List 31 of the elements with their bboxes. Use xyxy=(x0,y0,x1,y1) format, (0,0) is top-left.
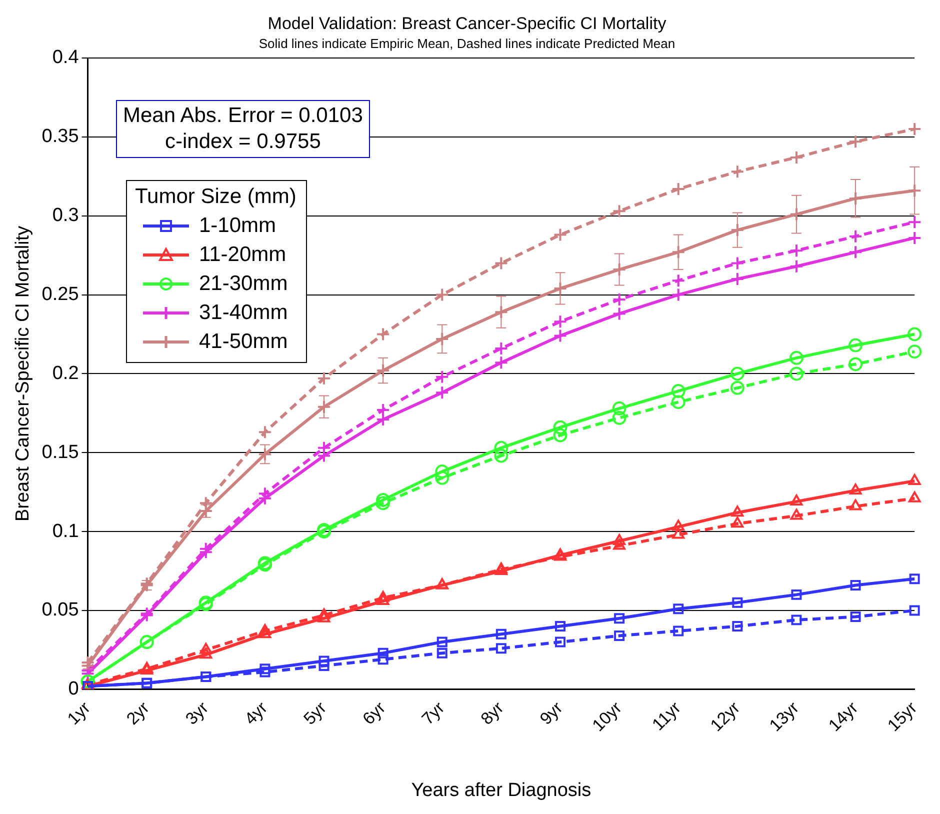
x-tick-label: 5yr xyxy=(300,698,330,728)
y-tick-label: 0.15 xyxy=(42,442,79,463)
chart-title: Model Validation: Breast Cancer-Specific CI Mortality xyxy=(268,14,667,33)
legend-label: 31-40mm xyxy=(199,300,288,324)
legend-title: Tumor Size (mm) xyxy=(135,185,296,209)
x-tick-label: 6yr xyxy=(359,698,390,728)
x-tick-label: 2yr xyxy=(122,698,154,728)
x-tick-label: 4yr xyxy=(240,698,272,728)
y-tick-label: 0.35 xyxy=(42,126,79,148)
legend-label: 21-30mm xyxy=(199,272,288,296)
y-tick-label: 0.2 xyxy=(52,362,79,384)
x-tick-label: 1yr xyxy=(64,698,94,728)
x-tick-label: 3yr xyxy=(182,698,212,728)
y-tick-label: 0.25 xyxy=(42,284,79,306)
y-tick-label: 0.05 xyxy=(42,600,79,621)
legend-label: 11-20mm xyxy=(199,242,286,266)
annotation: c-index = 0.9755 xyxy=(164,129,322,155)
x-tick-label: 8yr xyxy=(477,698,508,728)
y-tick-label: 0.3 xyxy=(52,205,79,226)
x-tick-label: 7yr xyxy=(418,698,448,728)
chart-subtitle: Solid lines indicate Empiric Mean, Dashed lines indicate Predicted Mean xyxy=(258,36,676,51)
y-tick-label: 0.1 xyxy=(52,520,79,542)
y-tick-label: 0.4 xyxy=(52,47,80,68)
legend-label: 41-50mm xyxy=(199,330,288,354)
annotation: Mean Abs. Error = 0.0103 xyxy=(123,103,363,129)
y-tick-label: 0 xyxy=(68,678,79,700)
y-axis-title: Breast Cancer-Specific CI Mortality xyxy=(12,225,34,522)
x-tick-label: 9yr xyxy=(536,698,567,728)
x-axis-title: Years after Diagnosis xyxy=(411,780,592,801)
x-tick-label: 11yr xyxy=(648,698,685,734)
legend-label: 1-10mm xyxy=(199,214,276,238)
